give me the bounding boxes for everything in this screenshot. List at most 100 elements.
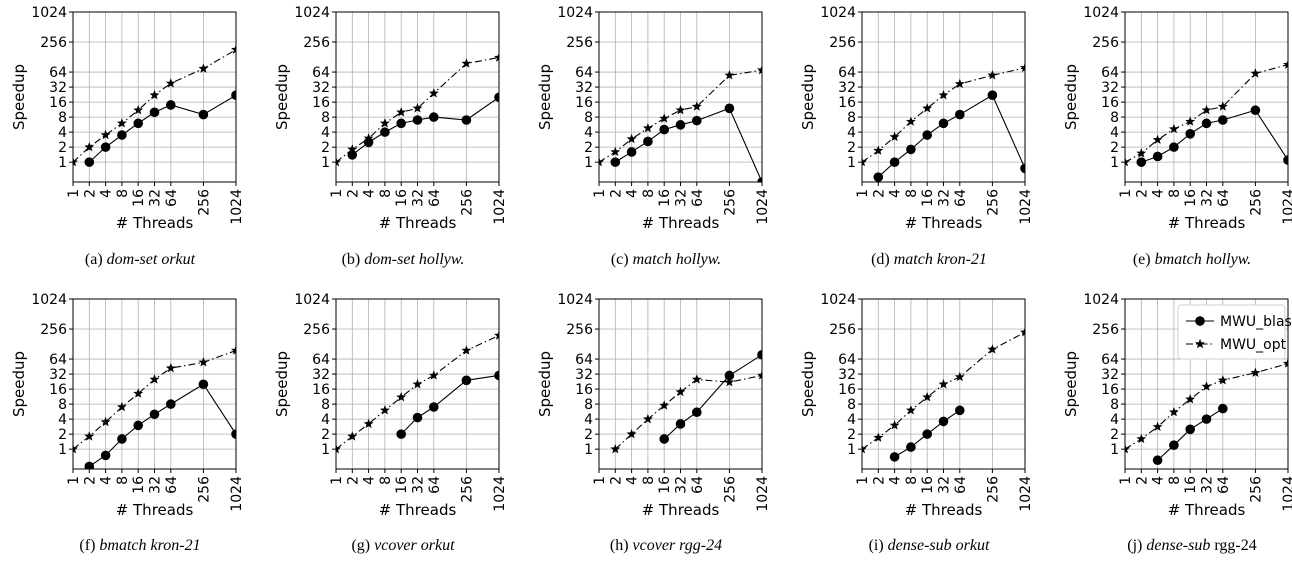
y-tick-label: 4 <box>584 412 593 428</box>
data-point-star <box>1185 116 1196 126</box>
data-point-star <box>1020 62 1025 72</box>
x-tick-label: 2 <box>345 189 361 198</box>
y-tick-label: 64 <box>1101 352 1119 368</box>
x-tick-label: 4 <box>99 189 115 198</box>
data-point-star <box>938 379 949 389</box>
data-point-star <box>862 443 867 454</box>
x-tick-label: 32 <box>1200 189 1216 207</box>
caption-a: (a) dom-set orkut <box>20 251 260 269</box>
y-tick-label: 256 <box>566 322 593 338</box>
y-tick-label: 32 <box>49 80 67 96</box>
x-axis-label: # Threads <box>642 214 720 232</box>
caption-label: (b) <box>341 251 365 268</box>
y-tick-label: 1 <box>321 442 330 458</box>
y-tick-label: 8 <box>584 110 593 126</box>
x-axis-label: # Threads <box>379 501 457 519</box>
caption-label: (g) <box>351 537 375 554</box>
x-tick-label: 64 <box>1216 476 1232 494</box>
data-point-circle <box>922 429 932 439</box>
data-point-circle <box>1169 440 1179 451</box>
data-point-circle <box>166 100 176 110</box>
data-point-star <box>412 379 423 389</box>
data-point-circle <box>955 405 965 416</box>
x-axis-label: # Threads <box>905 214 983 232</box>
data-point-star <box>724 376 735 387</box>
series-MWU_blas <box>84 379 236 469</box>
data-point-star <box>922 103 933 113</box>
x-tick-label: 8 <box>115 476 131 485</box>
series-MWU_blas <box>1136 105 1288 167</box>
x-tick-label: 8 <box>378 476 394 485</box>
data-point-circle <box>692 407 702 418</box>
x-tick-label: 64 <box>164 476 180 494</box>
x-axis-label: # Threads <box>905 501 983 519</box>
caption-b: (b) dom-set hollyw. <box>283 251 523 269</box>
x-tick-label: 1 <box>1118 476 1134 485</box>
x-tick-label: 2 <box>82 189 98 198</box>
data-point-star <box>73 443 78 454</box>
data-point-star <box>231 345 236 355</box>
x-tick-label: 1 <box>1118 189 1134 198</box>
series-MWU_blas <box>889 405 965 462</box>
data-point-star <box>954 371 965 382</box>
legend: MWU_blas MWU_opt <box>1177 304 1292 360</box>
y-tick-label: 8 <box>321 110 330 126</box>
y-tick-label: 4 <box>584 125 593 141</box>
y-tick-label: 32 <box>312 80 330 96</box>
data-point-star <box>1217 375 1228 385</box>
x-tick-label: 16 <box>920 476 936 494</box>
data-point-star <box>165 362 176 373</box>
caption-i: (i) dense-sub orkut <box>809 537 1049 555</box>
x-axis-label: # Threads <box>116 501 194 519</box>
y-tick-label: 4 <box>321 125 330 141</box>
y-tick-label: 16 <box>1101 95 1119 111</box>
x-tick-label: 2 <box>871 189 887 198</box>
y-tick-label: 1 <box>58 155 67 171</box>
x-tick-label: 8 <box>1167 189 1183 198</box>
x-tick-label: 32 <box>1200 476 1216 494</box>
series-MWU_opt <box>1125 358 1288 454</box>
y-tick-label: 1024 <box>557 292 593 308</box>
data-point-star <box>1168 407 1179 417</box>
x-tick-label: 2 <box>345 476 361 485</box>
y-axis-label: Speedup <box>1062 351 1080 417</box>
data-point-circle <box>889 452 900 462</box>
data-point-circle <box>922 130 932 140</box>
x-tick-label: 1 <box>66 189 82 198</box>
y-tick-label: 32 <box>838 80 856 96</box>
x-tick-label: 32 <box>674 476 690 494</box>
data-point-star <box>873 432 884 442</box>
data-point-circle <box>659 434 669 444</box>
x-tick-label: 1 <box>855 476 871 485</box>
caption-c: (c) match hollyw. <box>546 251 786 269</box>
data-point-circle <box>873 172 884 182</box>
y-tick-label: 64 <box>838 352 856 368</box>
y-tick-label: 2 <box>847 140 856 156</box>
legend-marker-circle <box>1195 316 1205 326</box>
data-point-star <box>691 374 702 384</box>
x-axis-label: # Threads <box>1168 214 1246 232</box>
data-point-star <box>84 431 95 441</box>
data-point-star <box>461 345 472 355</box>
data-point-star <box>347 431 358 441</box>
y-tick-label: 2 <box>584 427 593 443</box>
data-point-circle <box>1201 118 1212 129</box>
data-point-circle <box>1218 115 1228 125</box>
caption-f: (f) bmatch kron-21 <box>20 537 260 555</box>
x-tick-label: 16 <box>920 189 936 207</box>
data-point-star <box>1136 433 1147 444</box>
series-MWU_blas <box>347 92 499 160</box>
y-tick-label: 4 <box>58 412 67 428</box>
data-point-circle <box>1169 142 1179 152</box>
x-tick-label: 64 <box>690 189 706 207</box>
y-tick-label: 1024 <box>820 292 856 308</box>
data-point-star <box>100 129 111 140</box>
series-MWU_opt <box>336 52 499 167</box>
data-point-star <box>659 113 670 123</box>
y-tick-label: 1 <box>584 155 593 171</box>
x-tick-label: 4 <box>888 476 904 485</box>
